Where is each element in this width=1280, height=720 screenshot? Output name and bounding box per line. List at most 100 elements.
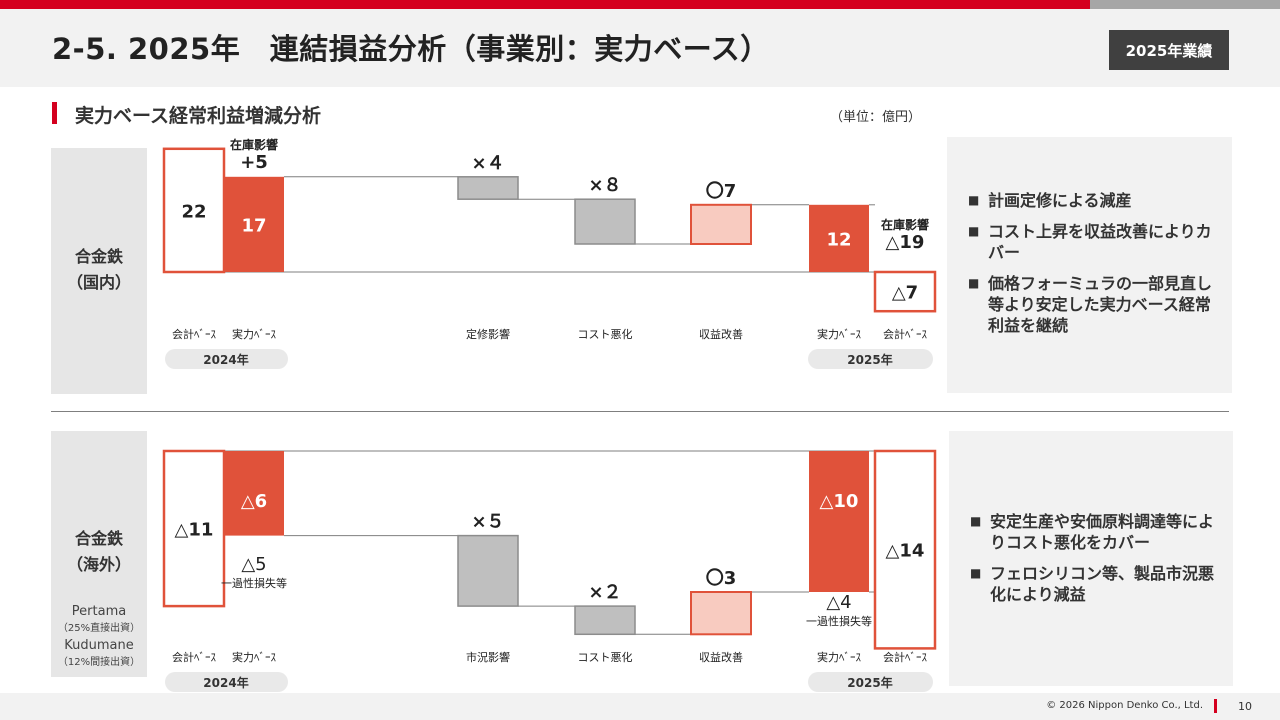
bar-value-label: ×５: [471, 512, 504, 533]
domestic-row-label: 合金鉄 （国内）: [51, 244, 147, 296]
bar-value-label: 22: [181, 201, 206, 222]
section-title: 実力ベース経常利益増減分析: [75, 105, 322, 127]
top-gray-bar: [1090, 0, 1280, 9]
waterfall-bar: [457, 534, 519, 607]
overseas-label-panel: [51, 431, 147, 677]
waterfall-bar: [224, 451, 284, 536]
bar-value-label: 17: [241, 215, 266, 236]
category-label: コスト悪化: [578, 327, 633, 341]
waterfall-bar: [809, 451, 869, 592]
annotation-line2: 一過性損失等: [806, 614, 872, 628]
bar-value-label: △11: [175, 520, 214, 541]
bar-value-label: △10: [820, 491, 859, 512]
bar-value-label: ×２: [588, 582, 621, 603]
copyright: © 2026 Nippon Denko Co., Ltd.: [1046, 700, 1203, 711]
domestic-label-line1: 合金鉄: [74, 247, 123, 266]
category-label: 会計ﾍﾞｰｽ: [172, 650, 216, 664]
bullet-item: ■ フェロシリコン等、製品市況悪化により減益: [970, 563, 1230, 605]
annotation-line1: 在庫影響: [881, 217, 929, 232]
bullet-square-icon: ■: [968, 224, 980, 238]
bar-value-label: △7: [892, 283, 918, 304]
year-label-2025: 2025年: [847, 352, 892, 367]
overseas-label-line1: 合金鉄: [74, 529, 123, 548]
category-label: 実力ﾍﾞｰｽ: [232, 327, 276, 341]
waterfall-bar: [162, 147, 226, 274]
category-label: 会計ﾍﾞｰｽ: [883, 327, 927, 341]
overseas-notes-panel: [949, 431, 1233, 686]
category-label: 実力ﾍﾞｰｽ: [817, 327, 861, 341]
year-label-2024: 2024年: [203, 352, 248, 367]
year-pill-2025: [808, 349, 933, 369]
bullet-text: フェロシリコン等、製品市況悪化により減益: [990, 564, 1215, 604]
year-pill-2025: [808, 672, 933, 692]
annotation-line2: 一過性損失等: [221, 576, 287, 590]
waterfall-bar: [574, 605, 636, 636]
waterfall-bar: [162, 449, 226, 608]
domestic-label-panel: [51, 148, 147, 394]
bullet-square-icon: ■: [970, 514, 982, 528]
footer-band: [0, 693, 1280, 720]
company-note: （12%間接出資）: [57, 657, 141, 668]
annotation-line1: △5: [241, 554, 266, 575]
category-label: コスト悪化: [578, 650, 633, 664]
bullet-item: ■ コスト上昇を収益改善によりカバー: [968, 221, 1228, 263]
company-note: （25%直接出資）: [57, 623, 141, 634]
year-label-2024: 2024年: [203, 675, 248, 690]
annotation-line2: +5: [240, 152, 268, 173]
domestic-notes-panel: [947, 137, 1232, 393]
bullet-square-icon: ■: [968, 193, 980, 207]
unit-label: （単位：億円）: [830, 110, 922, 125]
waterfall-bar: [690, 591, 752, 636]
section-marker: [52, 102, 57, 124]
category-label: 収益改善: [699, 327, 743, 341]
category-label: 定修影響: [466, 327, 510, 341]
company-name: Pertama: [71, 604, 127, 619]
bullet-text: 計画定修による減産: [988, 191, 1132, 210]
domestic-label-line2: （国内）: [66, 273, 131, 292]
bar-value-label: △6: [241, 491, 267, 512]
overseas-companies: Pertama （25%直接出資） Kudumane （12%間接出資）: [51, 603, 147, 671]
bullet-text: コスト上昇を収益改善によりカバー: [988, 222, 1212, 262]
category-label: 実力ﾍﾞｰｽ: [817, 650, 861, 664]
bar-value-label: 〇3: [706, 568, 737, 589]
annotation-line1: 在庫影響: [230, 137, 278, 152]
bullet-square-icon: ■: [970, 566, 982, 580]
annotation-line2: △19: [886, 232, 925, 253]
year-pill-2024: [165, 349, 288, 369]
bar-value-label: 12: [826, 229, 851, 250]
page-number: 10: [1238, 700, 1252, 713]
bar-value-label: ×８: [588, 175, 621, 196]
bullet-text: 価格フォーミュラの一部見直し等より安定した実力ベース経常利益を継続: [988, 274, 1213, 335]
period-badge: 2025年業績: [1109, 30, 1229, 70]
category-label: 会計ﾍﾞｰｽ: [883, 650, 927, 664]
year-pill-2024: [165, 672, 288, 692]
bar-value-label: ×４: [471, 153, 504, 174]
header-band: [0, 9, 1280, 87]
waterfall-bar: [809, 204, 869, 272]
overseas-row-label: 合金鉄 （海外）: [51, 526, 147, 578]
annotation-line1: △4: [826, 592, 851, 613]
waterfall-bar: [873, 270, 937, 313]
bar-value-label: 〇7: [706, 181, 737, 202]
section-divider: [51, 411, 1229, 412]
page-title: 2-5. 2025年 連結損益分析（事業別：実力ベース）: [52, 32, 770, 66]
waterfall-bar: [224, 176, 284, 272]
bullet-item: ■ 安定生産や安価原料調達等によりコスト悪化をカバー: [970, 511, 1230, 553]
category-label: 収益改善: [699, 650, 743, 664]
bullet-text: 安定生産や安価原料調達等によりコスト悪化をカバー: [990, 512, 1215, 552]
overseas-label-line2: （海外）: [66, 555, 131, 574]
year-label-2025: 2025年: [847, 675, 892, 690]
waterfall-bar: [457, 176, 519, 200]
bullet-item: ■ 価格フォーミュラの一部見直し等より安定した実力ベース経常利益を継続: [968, 273, 1228, 336]
bar-value-label: △14: [886, 541, 925, 562]
category-label: 会計ﾍﾞｰｽ: [172, 327, 216, 341]
bullet-square-icon: ■: [968, 276, 980, 290]
waterfall-bar: [690, 203, 752, 246]
waterfall-bar: [574, 198, 636, 245]
category-label: 実力ﾍﾞｰｽ: [232, 650, 276, 664]
waterfall-bar: [873, 449, 937, 650]
company-name: Kudumane: [64, 638, 134, 653]
footer-marker: [1214, 699, 1217, 713]
